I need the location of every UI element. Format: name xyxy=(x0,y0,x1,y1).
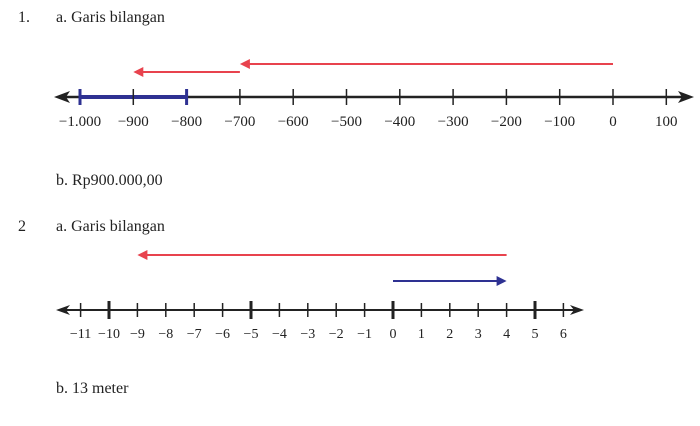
tick-label-1-6: −400 xyxy=(384,114,415,130)
tick-label-1-7: −300 xyxy=(438,114,469,130)
tick-label-1-1: −900 xyxy=(118,114,149,130)
tick-label-1-8: −200 xyxy=(491,114,522,130)
problem-1-number: 1. xyxy=(18,9,30,26)
red-arrow-1-long-head xyxy=(239,59,250,69)
problem-2-part-a: a. Garis bilangan xyxy=(56,218,165,235)
problem-2-number: 2 xyxy=(18,218,26,235)
tick-label-1-4: −600 xyxy=(278,114,309,130)
problem-1-part-a: a. Garis bilangan xyxy=(56,9,165,26)
axis-1-left-head xyxy=(54,91,70,103)
tick-label-1-2: −800 xyxy=(171,114,202,130)
tick-label-1-11: 100 xyxy=(655,114,678,130)
problem-1-part-b: b. Rp900.000,00 xyxy=(56,172,163,189)
axis-1-right-head xyxy=(678,91,694,103)
tick-label-1-0: −1.000 xyxy=(59,114,101,130)
tick-label-1-10: 0 xyxy=(609,114,617,130)
tick-label-1-9: −100 xyxy=(544,114,575,130)
tick-label-1-5: −500 xyxy=(331,114,362,130)
tick-label-1-3: −700 xyxy=(224,114,255,130)
red-arrow-1-short-head xyxy=(133,67,144,77)
problem-2-part-b: b. 13 meter xyxy=(56,380,129,397)
